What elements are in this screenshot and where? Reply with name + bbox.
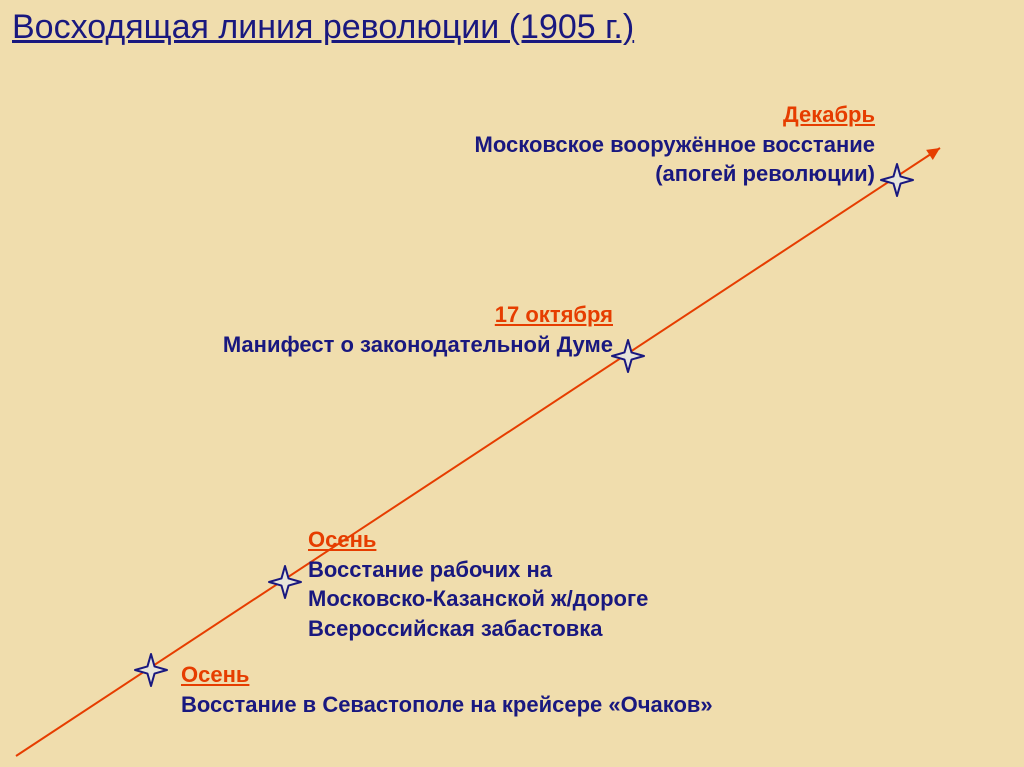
event-desc-december: Московское вооружённое восстание (апогей… — [330, 130, 875, 189]
event-october17: 17 октябряМанифест о законодательной Дум… — [168, 300, 613, 359]
event-desc-autumn-railway: Восстание рабочих на Московско-Казанской… — [308, 555, 808, 644]
event-date-autumn-railway: Осень — [308, 525, 808, 555]
event-desc-autumn-ochakov: Восстание в Севастополе на крейсере «Оча… — [181, 690, 881, 720]
star-icon-december — [881, 164, 913, 196]
event-desc-october17: Манифест о законодательной Думе — [168, 330, 613, 360]
star-icon-autumn-ochakov — [135, 654, 167, 686]
arrow-head-icon — [926, 148, 940, 160]
event-date-october17: 17 октября — [168, 300, 613, 330]
star-icon-autumn-railway — [269, 566, 301, 598]
event-autumn-railway: ОсеньВосстание рабочих на Московско-Каза… — [308, 525, 808, 644]
page-title: Восходящая линия революции (1905 г.) — [12, 8, 634, 47]
event-autumn-ochakov: ОсеньВосстание в Севастополе на крейсере… — [181, 660, 881, 719]
event-date-december: Декабрь — [330, 100, 875, 130]
star-icon-october17 — [612, 340, 644, 372]
event-date-autumn-ochakov: Осень — [181, 660, 881, 690]
event-december: ДекабрьМосковское вооружённое восстание … — [330, 100, 875, 189]
